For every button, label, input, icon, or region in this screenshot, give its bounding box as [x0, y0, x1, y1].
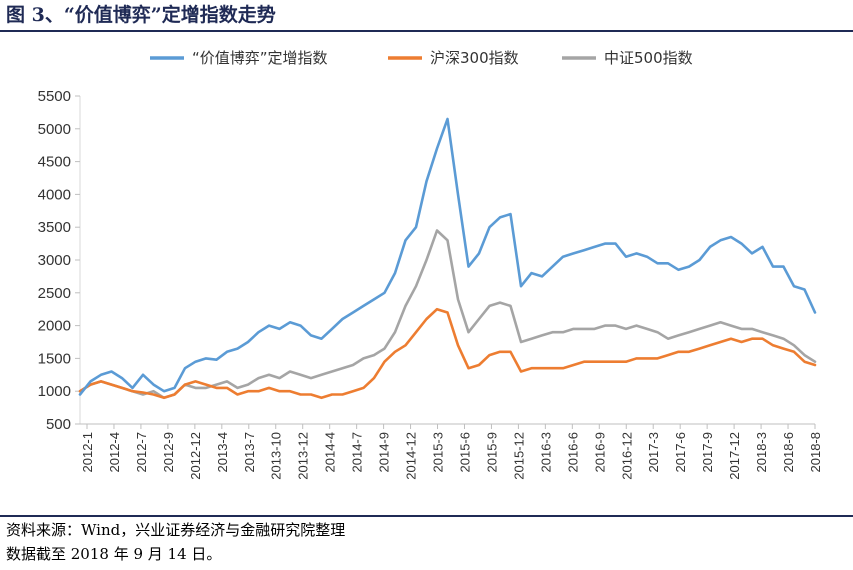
- x-tick-label: 2012-4: [107, 432, 122, 472]
- x-tick-label: 2012-7: [134, 432, 149, 472]
- x-tick-label: 2012-9: [161, 432, 176, 472]
- legend-label-2: 中证500指数: [604, 49, 693, 67]
- x-tick-label: 2015-9: [484, 432, 499, 472]
- legend-label-0: “价值博弈”定增指数: [192, 49, 328, 67]
- source-note: 资料来源：Wind，兴业证券经济与金融研究院整理 数据截至 2018 年 9 月…: [6, 518, 846, 566]
- x-tick-label: 2012-1: [80, 432, 95, 472]
- series-lines: [78, 117, 817, 400]
- y-tick-label: 4500: [38, 154, 71, 171]
- x-tick-label: 2013-10: [269, 432, 284, 480]
- x-tick-label: 2017-9: [700, 432, 715, 472]
- x-tick-label: 2016-6: [565, 432, 580, 472]
- x-tick-label: 2016-9: [592, 432, 607, 472]
- x-tick-label: 2014-4: [323, 432, 338, 472]
- y-tick-label: 2000: [38, 318, 71, 335]
- y-tick-label: 500: [46, 416, 71, 433]
- x-tick-label: 2017-3: [646, 432, 661, 472]
- x-tick-label: 2013-12: [296, 432, 311, 480]
- x-tick-label: 2013-4: [215, 432, 230, 472]
- y-axis: 500 1000 1500 2000 2500 3000 3500 4000 4500 5000 5…: [38, 88, 81, 433]
- x-tick-label: 2018-6: [781, 432, 796, 472]
- data-date-line: 数据截至 2018 年 9 月 14 日。: [6, 545, 222, 563]
- series-line-1: [78, 307, 817, 400]
- footer-rule: [0, 515, 853, 517]
- title-rule: [0, 30, 853, 32]
- y-tick-label: 5000: [38, 121, 71, 138]
- chart: “价值博弈”定增指数 沪深300指数 中证500指数 500 1000 1500 2000…: [38, 49, 823, 480]
- x-tick-label: 2015-12: [511, 432, 526, 480]
- x-axis: 2012-1 2012-4 2012-7 2012-9 2012-12 2013-4 201…: [80, 423, 823, 480]
- x-tick-label: 2015-6: [457, 432, 472, 472]
- y-tick-label: 2500: [38, 285, 71, 302]
- legend-label-1: 沪深300指数: [430, 49, 519, 67]
- y-tick-label: 3000: [38, 252, 71, 269]
- x-tick-label: 2016-12: [619, 432, 634, 480]
- legend: “价值博弈”定增指数 沪深300指数 中证500指数: [150, 49, 693, 67]
- y-tick-label: 4000: [38, 186, 71, 203]
- figure-title: 图 3、“价值博弈”定增指数走势: [6, 4, 276, 26]
- x-tick-label: 2016-3: [538, 432, 553, 472]
- x-tick-label: 2013-7: [242, 432, 257, 472]
- y-tick-label: 3500: [38, 219, 71, 236]
- x-tick-label: 2017-12: [727, 432, 742, 480]
- series-line-2: [78, 229, 817, 400]
- x-tick-label: 2012-12: [188, 432, 203, 480]
- y-tick-label: 1500: [38, 350, 71, 367]
- x-tick-label: 2017-6: [673, 432, 688, 472]
- source-line: 资料来源：Wind，兴业证券经济与金融研究院整理: [6, 521, 346, 539]
- x-tick-label: 2018-8: [808, 432, 823, 472]
- x-tick-label: 2014-12: [404, 432, 419, 480]
- x-tick-label: 2014-9: [377, 432, 392, 472]
- x-tick-label: 2015-3: [431, 432, 446, 472]
- y-tick-label: 5500: [38, 88, 71, 105]
- y-tick-label: 1000: [38, 383, 71, 400]
- series-line-0: [78, 117, 817, 396]
- x-tick-label: 2018-3: [754, 432, 769, 472]
- x-tick-label: 2014-7: [350, 432, 365, 472]
